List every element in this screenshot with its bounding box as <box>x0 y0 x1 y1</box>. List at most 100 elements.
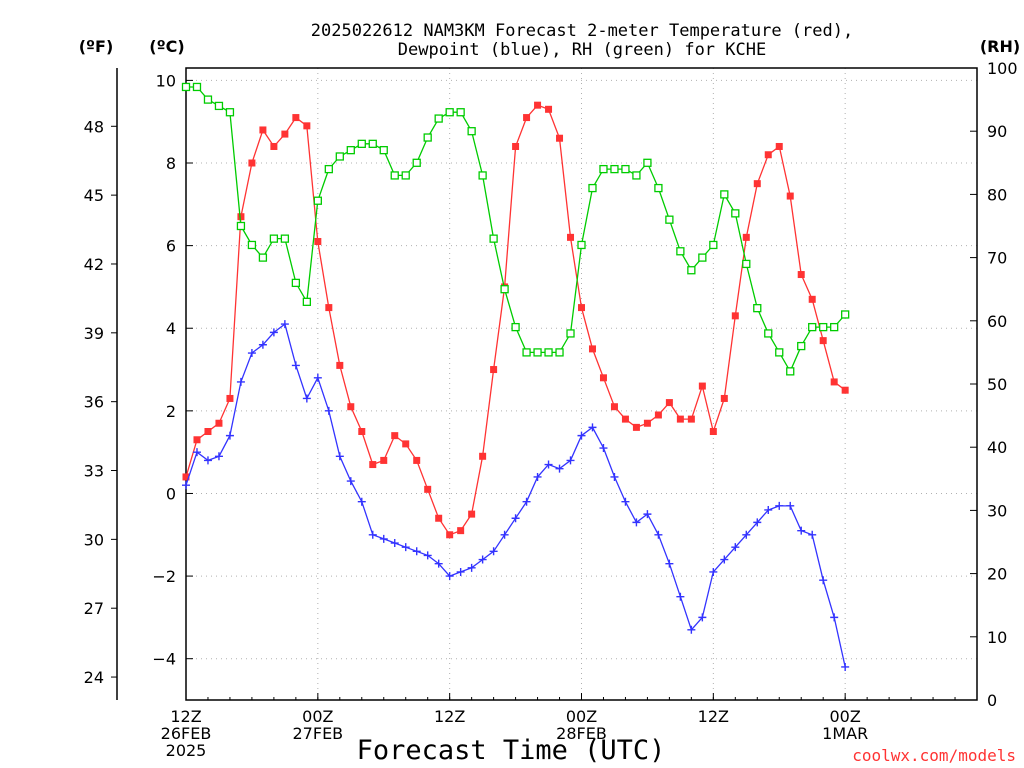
rh-tick-label: 50 <box>987 375 1007 394</box>
rh-point <box>698 253 707 262</box>
temperature-point <box>698 382 706 390</box>
rh-point <box>269 234 279 243</box>
dewpoint-point <box>280 320 289 329</box>
temperature-point <box>534 101 542 109</box>
temperature-point <box>259 126 267 134</box>
dewpoint-point <box>368 530 377 539</box>
credit-text: coolwx.com/models <box>852 746 1016 765</box>
rh-point <box>302 297 311 306</box>
dewpoint-point <box>313 373 322 382</box>
rh-point <box>709 240 718 250</box>
dewpoint-point <box>500 530 509 539</box>
rh-point <box>566 329 575 338</box>
x-tick-label: 00Z <box>566 707 597 726</box>
rh-tick-label: 0 <box>987 691 997 710</box>
celsius-tick-label: −4 <box>152 650 176 669</box>
dewpoint-point <box>324 406 333 415</box>
temperature-point <box>237 213 245 221</box>
rh-point <box>687 266 696 275</box>
rh-point <box>841 310 850 319</box>
dewpoint-point <box>610 472 619 481</box>
celsius-tick-label: 10 <box>156 71 176 90</box>
dewpoint-point <box>588 423 597 432</box>
temperature-point <box>446 531 454 539</box>
temperature-point <box>193 436 201 444</box>
dewpoint-point <box>753 518 762 527</box>
dewpoint-point <box>401 543 410 552</box>
celsius-unit-label: (ºC) <box>149 37 184 56</box>
series-line-temperature <box>185 104 846 536</box>
celsius-tick-label: 0 <box>166 484 176 503</box>
x-tick-label: 2025 <box>166 741 207 760</box>
fahrenheit-tick-label: 30 <box>84 530 104 549</box>
dewpoint-point <box>522 497 531 506</box>
chart-title-line-2: Dewpoint (blue), RH (green) for KCHE <box>398 40 766 60</box>
rh-point <box>247 240 257 250</box>
rh-tick-label: 80 <box>987 185 1007 204</box>
rh-point <box>555 348 564 357</box>
dewpoint-point <box>390 539 399 548</box>
dewpoint-point <box>786 501 795 510</box>
temperature-point <box>841 386 849 394</box>
dewpoint-point <box>214 452 223 461</box>
dewpoint-point <box>511 514 520 523</box>
rh-point <box>588 183 597 193</box>
temperature-point <box>599 374 607 382</box>
temperature-point <box>742 233 750 241</box>
dewpoint-point <box>247 349 256 358</box>
temperature-point <box>819 337 827 345</box>
dewpoint-point <box>643 510 652 519</box>
temperature-point <box>413 456 421 464</box>
temperature-point <box>215 419 223 427</box>
temperature-point <box>281 130 289 138</box>
series-temperature <box>182 101 849 539</box>
rh-point <box>379 146 388 155</box>
rh-point <box>577 240 586 250</box>
temperature-point <box>709 428 717 436</box>
dewpoint-point <box>258 340 267 349</box>
rh-point <box>291 278 301 288</box>
rh-point <box>654 183 663 193</box>
axes: −4−2024681024273033363942454801020304050… <box>84 59 1018 760</box>
rh-point <box>412 158 421 167</box>
rh-point <box>500 285 509 294</box>
dewpoint-point <box>192 448 201 457</box>
dewpoint-point <box>797 526 806 535</box>
series-rh <box>181 82 850 376</box>
dewpoint-point <box>566 456 575 465</box>
temperature-point <box>303 122 311 130</box>
dewpoint-point <box>203 456 212 465</box>
dewpoint-point <box>434 559 443 568</box>
rh-point <box>753 304 762 313</box>
temperature-point <box>753 180 761 188</box>
fahrenheit-unit-label: (ºF) <box>79 37 114 56</box>
rh-point <box>225 108 235 117</box>
dewpoint-point <box>335 452 344 461</box>
celsius-tick-label: 6 <box>166 237 176 256</box>
series-dewpoint <box>182 320 850 671</box>
temperature-point <box>314 237 322 245</box>
dewpoint-point <box>379 534 388 543</box>
rh-point <box>203 95 213 104</box>
temperature-point <box>391 432 399 440</box>
temperature-point <box>204 428 212 436</box>
dewpoint-point <box>665 559 674 568</box>
rh-point <box>280 234 290 243</box>
temperature-point <box>720 394 728 402</box>
rh-point <box>676 247 685 256</box>
x-tick-label: 26FEB <box>161 724 212 743</box>
rh-point <box>467 127 476 136</box>
rh-tick-label: 70 <box>987 249 1007 268</box>
temperature-point <box>676 415 684 423</box>
temperature-point <box>270 142 278 150</box>
dewpoint-point <box>731 543 740 552</box>
temperature-point <box>457 527 465 535</box>
dewpoint-point <box>775 501 784 510</box>
temperature-point <box>610 403 618 411</box>
dewpoint-point <box>555 464 564 473</box>
temperature-point <box>248 159 256 167</box>
dewpoint-point <box>577 431 586 440</box>
dewpoint-point <box>456 567 465 576</box>
rh-point <box>775 348 784 357</box>
dewpoint-point <box>654 530 663 539</box>
